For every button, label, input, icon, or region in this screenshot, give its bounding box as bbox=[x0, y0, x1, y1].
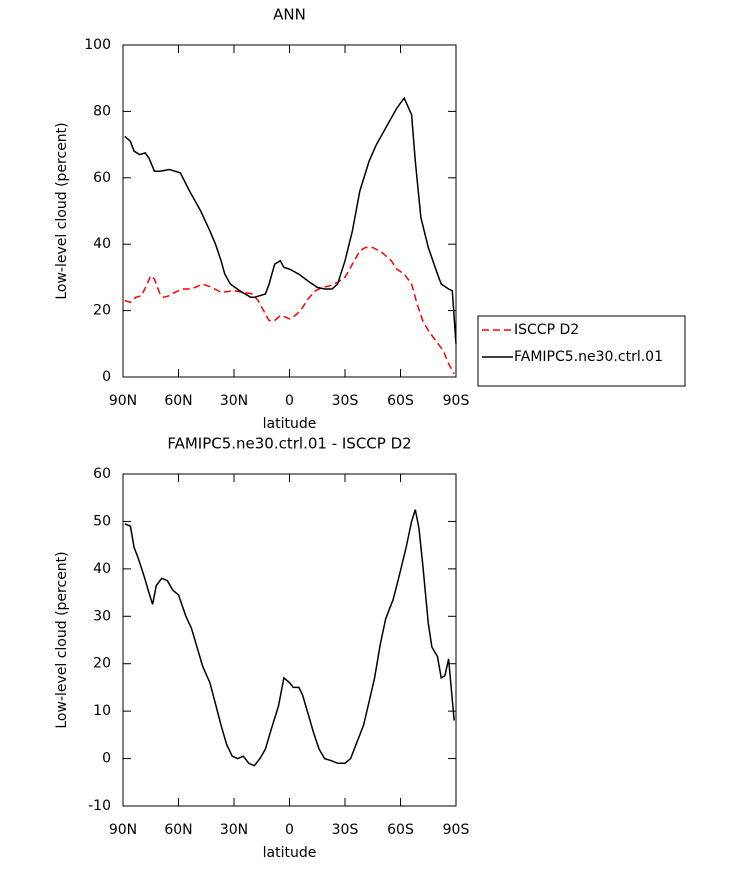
series-line bbox=[124, 96, 457, 344]
y-axis-label: Low-level cloud (percent) bbox=[54, 551, 70, 728]
plot-frame bbox=[122, 473, 457, 807]
x-axis-label: latitude bbox=[263, 416, 317, 432]
x-tick-label: 30N bbox=[220, 822, 248, 838]
x-tick-label: 60N bbox=[164, 822, 192, 838]
y-tick-label: 10 bbox=[93, 703, 111, 719]
x-tick-label: 30N bbox=[220, 393, 248, 409]
x-tick-label: 60S bbox=[387, 822, 414, 838]
series-line bbox=[124, 509, 455, 767]
x-tick-label: 30S bbox=[332, 393, 359, 409]
y-tick-label: 60 bbox=[93, 170, 111, 186]
x-tick-label: 90S bbox=[443, 822, 470, 838]
y-tick-label: 40 bbox=[93, 561, 111, 577]
y-tick-label: 80 bbox=[93, 103, 111, 119]
y-tick-label: 30 bbox=[93, 608, 111, 624]
x-tick-label: 0 bbox=[285, 822, 294, 838]
y-tick-label: -10 bbox=[88, 798, 111, 814]
x-tick-label: 60N bbox=[164, 393, 192, 409]
legend-label: FAMIPC5.ne30.ctrl.01 bbox=[514, 349, 663, 365]
x-tick-label: 90N bbox=[109, 393, 137, 409]
y-tick-label: 100 bbox=[84, 37, 111, 53]
y-tick-label: 0 bbox=[102, 751, 111, 767]
x-tick-label: 90S bbox=[443, 393, 470, 409]
y-tick-label: 20 bbox=[93, 656, 111, 672]
chart-title: FAMIPC5.ne30.ctrl.01 - ISCCP D2 bbox=[167, 435, 411, 453]
legend-box bbox=[477, 315, 686, 387]
x-tick-label: 90N bbox=[109, 822, 137, 838]
chart-title: ANN bbox=[273, 6, 306, 24]
x-tick-label: 0 bbox=[285, 393, 294, 409]
x-tick-label: 30S bbox=[332, 822, 359, 838]
y-axis-label: Low-level cloud (percent) bbox=[54, 122, 70, 299]
y-tick-label: 20 bbox=[93, 303, 111, 319]
y-tick-label: 40 bbox=[93, 236, 111, 252]
y-tick-label: 0 bbox=[102, 369, 111, 385]
legend-label: ISCCP D2 bbox=[514, 322, 579, 338]
plot-frame bbox=[122, 44, 457, 378]
x-tick-label: 60S bbox=[387, 393, 414, 409]
y-tick-label: 60 bbox=[93, 466, 111, 482]
y-tick-label: 50 bbox=[93, 513, 111, 529]
x-axis-label: latitude bbox=[263, 845, 317, 861]
series-line bbox=[124, 246, 455, 375]
